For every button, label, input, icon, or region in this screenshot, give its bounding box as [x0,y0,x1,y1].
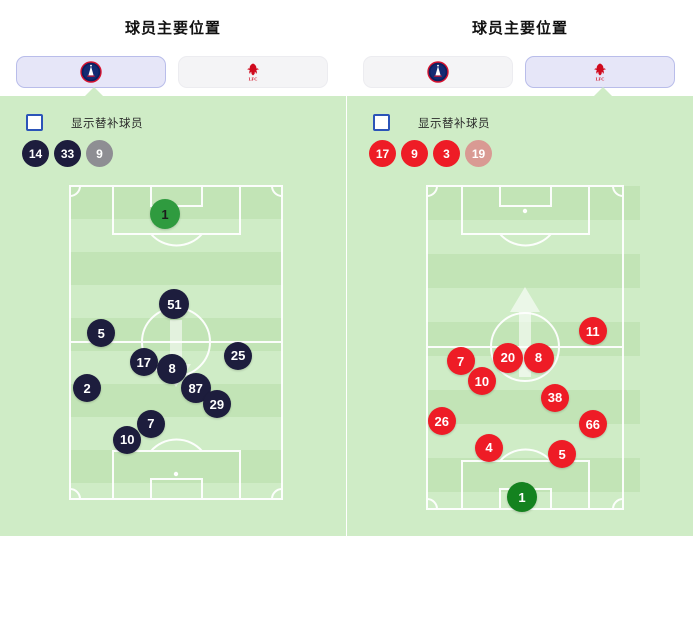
page-title-left: 球员主要位置 [124,20,221,37]
substitutes-list-right: 17 9 3 19 [369,140,492,167]
substitute-badge[interactable]: 9 [401,140,428,167]
page-title-right: 球员主要位置 [471,20,568,37]
team-tabbar-right: LFC [347,56,693,96]
psg-crest-icon [427,61,449,83]
player-marker[interactable]: 4 [474,433,503,462]
substitute-badge[interactable]: 19 [465,140,492,167]
player-marker[interactable]: 25 [224,341,253,370]
panel-left: 球员主要位置 LFC [0,0,346,623]
player-marker[interactable]: 1 [150,199,180,230]
player-marker[interactable]: 38 [541,383,570,412]
player-marker[interactable]: 26 [427,407,456,436]
player-marker[interactable]: 66 [578,410,607,439]
player-marker[interactable]: 7 [446,347,475,376]
player-marker[interactable]: 1 [507,482,537,513]
players-layer-left: 1 51 5 25 17 8 87 2 29 7 10 [47,182,283,504]
active-tab-caret-right [594,87,612,96]
team-tabbar-left: LFC [0,56,346,96]
svg-text:LFC: LFC [596,76,605,81]
show-substitutes-label-right: 显示替补球员 [418,117,490,130]
tab-team-psg-right[interactable] [363,56,513,88]
player-marker[interactable]: 51 [159,289,190,320]
player-marker[interactable]: 10 [467,367,496,396]
tab-team-liverpool-right[interactable]: LFC [525,56,675,88]
tab-team-psg-left[interactable] [16,56,166,88]
player-marker[interactable]: 5 [87,319,116,348]
substitute-badge[interactable]: 3 [433,140,460,167]
player-marker[interactable]: 29 [202,390,231,419]
player-marker[interactable]: 20 [492,342,523,373]
show-substitutes-row-right[interactable]: 显示替补球员 [373,114,490,131]
substitutes-list-left: 14 33 9 [22,140,113,167]
liverpool-crest-icon: LFC [589,61,611,83]
player-marker[interactable]: 5 [548,440,577,469]
player-marker[interactable]: 8 [523,342,554,373]
player-marker[interactable]: 2 [73,374,102,403]
players-layer-right: 11 7 20 8 10 38 26 66 4 5 1 [404,182,640,514]
player-marker[interactable]: 7 [136,409,165,438]
pitch-section-right: 显示替补球员 17 9 3 19 [347,96,693,536]
show-substitutes-checkbox-left[interactable] [26,114,43,131]
liverpool-crest-icon: LFC [242,61,264,83]
panel-right: 球员主要位置 LFC [347,0,693,623]
player-marker[interactable]: 11 [578,317,607,346]
pitch-right: 11 7 20 8 10 38 26 66 4 5 1 [404,182,640,514]
player-marker[interactable]: 8 [157,353,188,384]
tab-team-liverpool-left[interactable]: LFC [178,56,328,88]
substitute-badge[interactable]: 9 [86,140,113,167]
substitute-badge[interactable]: 17 [369,140,396,167]
pitch-section-left: 显示替补球员 14 33 9 [0,96,346,536]
player-marker[interactable]: 10 [113,425,142,454]
player-marker[interactable]: 17 [129,348,158,377]
active-tab-caret-left [85,87,103,96]
substitute-badge[interactable]: 33 [54,140,81,167]
substitute-badge[interactable]: 14 [22,140,49,167]
show-substitutes-checkbox-right[interactable] [373,114,390,131]
pitch-left: 1 51 5 25 17 8 87 2 29 7 10 [47,182,283,504]
show-substitutes-label-left: 显示替补球员 [71,117,143,130]
psg-crest-icon [80,61,102,83]
show-substitutes-row-left[interactable]: 显示替补球员 [26,114,143,131]
svg-text:LFC: LFC [249,76,258,81]
